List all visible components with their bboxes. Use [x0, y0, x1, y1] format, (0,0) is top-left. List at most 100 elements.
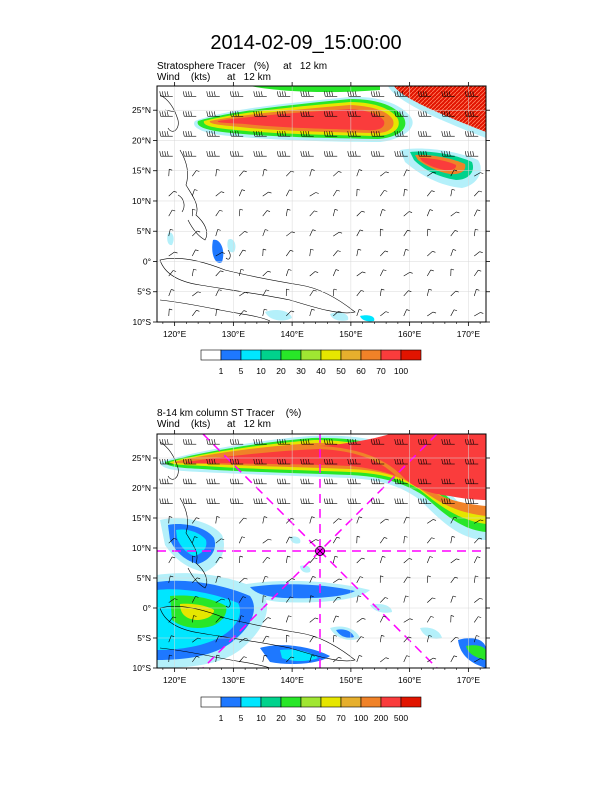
- wind-barb: [192, 517, 200, 524]
- wind-barb: [286, 578, 295, 584]
- wind-barb: [380, 537, 388, 544]
- wind-barb: [191, 536, 198, 544]
- wind-barb: [356, 595, 362, 603]
- wind-barb: [159, 498, 173, 504]
- wind-barb: [159, 151, 173, 157]
- wind-barb: [300, 91, 314, 97]
- wind-barb: [450, 309, 458, 317]
- wind-barb: [276, 131, 291, 137]
- wind-barb: [379, 228, 384, 237]
- wind-barb: [191, 189, 198, 197]
- wind-barb: [309, 308, 315, 317]
- wind-barb: [426, 209, 433, 217]
- map2-patch-10: [300, 565, 311, 573]
- map1-legend: 1 5 10 20 30 40 50 60 70 100: [200, 349, 422, 376]
- wind-barb: [192, 577, 201, 584]
- wind-barb: [426, 269, 434, 277]
- wind-barb: [168, 654, 173, 663]
- wind-barb: [168, 538, 177, 544]
- wind-barb: [215, 308, 220, 316]
- wind-barb: [403, 229, 411, 237]
- wind-barb: [417, 131, 432, 137]
- map1-fill: [157, 86, 486, 322]
- wind-barb: [253, 131, 267, 137]
- legend-label: 100: [354, 713, 368, 723]
- wind-barb: [417, 439, 432, 445]
- wind-barb: [276, 91, 291, 97]
- wind-barb: [370, 111, 385, 117]
- wind-barb: [333, 171, 342, 177]
- wind-barb: [168, 209, 176, 217]
- y-tick-label: 5°N: [137, 573, 151, 583]
- map2-fill: [157, 434, 486, 668]
- wind-barb: [168, 168, 173, 177]
- wind-barb: [215, 168, 220, 177]
- legend-label: 20: [276, 713, 286, 723]
- wind-barb: [309, 595, 314, 603]
- wind-barb: [473, 635, 480, 643]
- legend-swatch: [260, 349, 282, 361]
- map1-panel: 120°E 130°E 140°E 150°E 160°E 170°E25°N20°N15…: [132, 82, 490, 376]
- wind-barb: [192, 310, 200, 317]
- wind-barb: [403, 595, 409, 603]
- map2-coastlines: [159, 441, 356, 668]
- wind-barb: [450, 268, 455, 277]
- x-tick-label: 140°E: [280, 329, 304, 339]
- wind-barb: [441, 111, 455, 117]
- wind-barb: [394, 458, 408, 465]
- wind-barb: [450, 576, 458, 583]
- wind-barb: [262, 635, 270, 643]
- wind-barb: [403, 636, 412, 643]
- wind-barb: [239, 638, 249, 643]
- wind-barb: [300, 498, 314, 504]
- wind-barb: [403, 188, 408, 197]
- wind-barb: [309, 169, 315, 177]
- wind-barb: [450, 188, 456, 197]
- legend-label: 50: [336, 366, 346, 376]
- wind-barb: [206, 131, 220, 137]
- wind-barb: [370, 458, 385, 465]
- wind-barb: [427, 519, 437, 524]
- map2-patch-3: [420, 627, 442, 639]
- wind-barb: [333, 518, 342, 524]
- wind-barb: [262, 538, 272, 544]
- wind-barb: [168, 270, 177, 277]
- wind-barb: [206, 91, 220, 97]
- legend-swatch: [400, 696, 422, 708]
- x-tick-label: 150°E: [339, 329, 363, 339]
- wind-barb: [285, 555, 291, 564]
- wind-barb: [300, 131, 314, 137]
- wind-barb: [474, 597, 483, 603]
- map1-blob-eq6: [360, 315, 375, 322]
- y-tick-label: 5°N: [137, 226, 151, 236]
- wind-barb: [159, 458, 173, 465]
- wind-barb: [403, 249, 409, 257]
- wind-barb: [426, 288, 432, 297]
- wind-barb: [379, 635, 385, 643]
- wind-barb: [347, 111, 361, 117]
- legend-swatch: [220, 696, 242, 708]
- wind-barb: [309, 289, 317, 297]
- wind-barb: [417, 151, 432, 157]
- wind-barb: [379, 209, 386, 217]
- wind-barb: [286, 518, 295, 524]
- wind-barb: [285, 536, 293, 544]
- wind-barb: [450, 615, 455, 623]
- y-tick-label: 25°N: [132, 453, 151, 463]
- wind-barb: [238, 189, 246, 197]
- map2-subtitle-wind: Wind (kts) at 12 km: [157, 419, 271, 430]
- wind-barb: [215, 209, 223, 217]
- wind-barb: [262, 191, 272, 197]
- wind-barb: [450, 655, 458, 663]
- wind-barb: [191, 208, 196, 217]
- map1-coastlines: [159, 94, 356, 322]
- x-tick-label: 120°E: [163, 675, 187, 685]
- legend-label: 5: [239, 366, 244, 376]
- wind-barb: [464, 478, 479, 485]
- wind-barb: [356, 248, 362, 257]
- x-tick-label: 120°E: [163, 329, 187, 339]
- wind-barb: [309, 248, 314, 257]
- wind-barb: [427, 597, 436, 603]
- y-tick-label: 15°N: [132, 166, 151, 176]
- wind-barb: [474, 312, 484, 317]
